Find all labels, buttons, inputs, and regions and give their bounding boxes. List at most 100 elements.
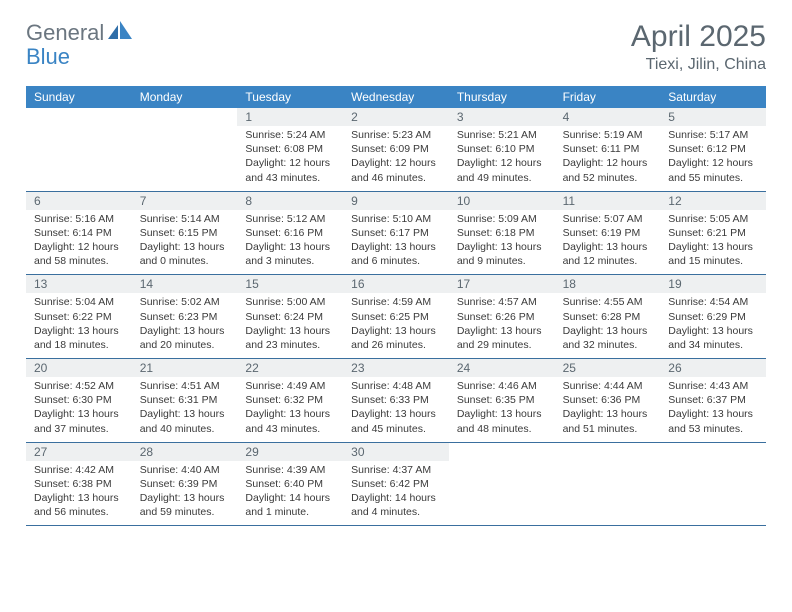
day-number: 7 [132, 192, 238, 210]
day-cell: 12Sunrise: 5:05 AMSunset: 6:21 PMDayligh… [660, 192, 766, 275]
sunrise-text: Sunrise: 4:57 AM [457, 295, 547, 309]
sunrise-text: Sunrise: 5:00 AM [245, 295, 335, 309]
daylight-text: Daylight: 13 hours and 29 minutes. [457, 324, 547, 352]
daylight-text: Daylight: 12 hours and 55 minutes. [668, 156, 758, 184]
sunset-text: Sunset: 6:26 PM [457, 310, 547, 324]
day-number [26, 108, 132, 112]
day-details: Sunrise: 5:16 AMSunset: 6:14 PMDaylight:… [26, 210, 132, 275]
day-number: 15 [237, 275, 343, 293]
sunrise-text: Sunrise: 4:43 AM [668, 379, 758, 393]
dayname-sunday: Sunday [26, 86, 132, 108]
day-details: Sunrise: 4:39 AMSunset: 6:40 PMDaylight:… [237, 461, 343, 526]
day-cell: 10Sunrise: 5:09 AMSunset: 6:18 PMDayligh… [449, 192, 555, 275]
day-number: 4 [555, 108, 661, 126]
daylight-text: Daylight: 13 hours and 56 minutes. [34, 491, 124, 519]
day-number [132, 108, 238, 112]
day-number: 23 [343, 359, 449, 377]
day-details: Sunrise: 5:23 AMSunset: 6:09 PMDaylight:… [343, 126, 449, 191]
day-cell: 17Sunrise: 4:57 AMSunset: 6:26 PMDayligh… [449, 275, 555, 358]
daylight-text: Daylight: 12 hours and 49 minutes. [457, 156, 547, 184]
sunset-text: Sunset: 6:15 PM [140, 226, 230, 240]
day-details: Sunrise: 4:43 AMSunset: 6:37 PMDaylight:… [660, 377, 766, 442]
day-details: Sunrise: 4:37 AMSunset: 6:42 PMDaylight:… [343, 461, 449, 526]
day-details: Sunrise: 4:48 AMSunset: 6:33 PMDaylight:… [343, 377, 449, 442]
day-details: Sunrise: 5:09 AMSunset: 6:18 PMDaylight:… [449, 210, 555, 275]
day-cell [132, 108, 238, 191]
day-cell: 5Sunrise: 5:17 AMSunset: 6:12 PMDaylight… [660, 108, 766, 191]
day-number: 13 [26, 275, 132, 293]
month-title: April 2025 [631, 20, 766, 54]
daylight-text: Daylight: 13 hours and 43 minutes. [245, 407, 335, 435]
day-cell [26, 108, 132, 191]
day-cell: 4Sunrise: 5:19 AMSunset: 6:11 PMDaylight… [555, 108, 661, 191]
day-number: 14 [132, 275, 238, 293]
sunset-text: Sunset: 6:22 PM [34, 310, 124, 324]
sunset-text: Sunset: 6:10 PM [457, 142, 547, 156]
day-number [449, 443, 555, 447]
dayname-wednesday: Wednesday [343, 86, 449, 108]
sunset-text: Sunset: 6:33 PM [351, 393, 441, 407]
day-number: 29 [237, 443, 343, 461]
location: Tiexi, Jilin, China [631, 56, 766, 74]
daylight-text: Daylight: 13 hours and 23 minutes. [245, 324, 335, 352]
sunrise-text: Sunrise: 5:16 AM [34, 212, 124, 226]
week-row: 1Sunrise: 5:24 AMSunset: 6:08 PMDaylight… [26, 108, 766, 192]
title-block: April 2025 Tiexi, Jilin, China [631, 20, 766, 74]
sunrise-text: Sunrise: 4:55 AM [563, 295, 653, 309]
daylight-text: Daylight: 13 hours and 37 minutes. [34, 407, 124, 435]
sunrise-text: Sunrise: 5:12 AM [245, 212, 335, 226]
dayname-tuesday: Tuesday [237, 86, 343, 108]
sunset-text: Sunset: 6:29 PM [668, 310, 758, 324]
daylight-text: Daylight: 13 hours and 40 minutes. [140, 407, 230, 435]
dayname-saturday: Saturday [660, 86, 766, 108]
day-number: 25 [555, 359, 661, 377]
sunrise-text: Sunrise: 4:49 AM [245, 379, 335, 393]
day-details: Sunrise: 5:07 AMSunset: 6:19 PMDaylight:… [555, 210, 661, 275]
day-number: 3 [449, 108, 555, 126]
daylight-text: Daylight: 13 hours and 45 minutes. [351, 407, 441, 435]
day-cell: 18Sunrise: 4:55 AMSunset: 6:28 PMDayligh… [555, 275, 661, 358]
sunset-text: Sunset: 6:36 PM [563, 393, 653, 407]
day-details: Sunrise: 5:17 AMSunset: 6:12 PMDaylight:… [660, 126, 766, 191]
day-details: Sunrise: 4:54 AMSunset: 6:29 PMDaylight:… [660, 293, 766, 358]
sunset-text: Sunset: 6:32 PM [245, 393, 335, 407]
sunset-text: Sunset: 6:31 PM [140, 393, 230, 407]
day-number: 6 [26, 192, 132, 210]
sunrise-text: Sunrise: 5:21 AM [457, 128, 547, 142]
dayname-monday: Monday [132, 86, 238, 108]
sunrise-text: Sunrise: 5:17 AM [668, 128, 758, 142]
day-cell: 20Sunrise: 4:52 AMSunset: 6:30 PMDayligh… [26, 359, 132, 442]
day-cell: 25Sunrise: 4:44 AMSunset: 6:36 PMDayligh… [555, 359, 661, 442]
day-details: Sunrise: 5:10 AMSunset: 6:17 PMDaylight:… [343, 210, 449, 275]
calendar: Sunday Monday Tuesday Wednesday Thursday… [26, 86, 766, 526]
day-details: Sunrise: 5:21 AMSunset: 6:10 PMDaylight:… [449, 126, 555, 191]
daylight-text: Daylight: 12 hours and 52 minutes. [563, 156, 653, 184]
week-row: 27Sunrise: 4:42 AMSunset: 6:38 PMDayligh… [26, 443, 766, 527]
sunrise-text: Sunrise: 4:40 AM [140, 463, 230, 477]
day-cell: 30Sunrise: 4:37 AMSunset: 6:42 PMDayligh… [343, 443, 449, 526]
day-number [660, 443, 766, 447]
sunset-text: Sunset: 6:24 PM [245, 310, 335, 324]
sunrise-text: Sunrise: 5:24 AM [245, 128, 335, 142]
day-number: 18 [555, 275, 661, 293]
day-details: Sunrise: 5:12 AMSunset: 6:16 PMDaylight:… [237, 210, 343, 275]
sunrise-text: Sunrise: 5:05 AM [668, 212, 758, 226]
day-number: 16 [343, 275, 449, 293]
daylight-text: Daylight: 13 hours and 15 minutes. [668, 240, 758, 268]
week-row: 13Sunrise: 5:04 AMSunset: 6:22 PMDayligh… [26, 275, 766, 359]
day-details: Sunrise: 4:42 AMSunset: 6:38 PMDaylight:… [26, 461, 132, 526]
logo-sail-icon [108, 21, 134, 46]
day-number: 12 [660, 192, 766, 210]
day-cell: 15 Sunrise: 5:00 AMSunset: 6:24 PMDayligh… [237, 275, 343, 358]
sunrise-text: Sunrise: 5:14 AM [140, 212, 230, 226]
logo-text-blue: Blue [26, 44, 70, 69]
sunrise-text: Sunrise: 5:23 AM [351, 128, 441, 142]
header: General April 2025 Tiexi, Jilin, China [26, 20, 766, 74]
sunrise-text: Sunrise: 4:52 AM [34, 379, 124, 393]
sunset-text: Sunset: 6:30 PM [34, 393, 124, 407]
day-number: 10 [449, 192, 555, 210]
day-cell: 7Sunrise: 5:14 AMSunset: 6:15 PMDaylight… [132, 192, 238, 275]
day-number: 8 [237, 192, 343, 210]
daylight-text: Daylight: 14 hours and 1 minute. [245, 491, 335, 519]
day-cell: 24Sunrise: 4:46 AMSunset: 6:35 PMDayligh… [449, 359, 555, 442]
